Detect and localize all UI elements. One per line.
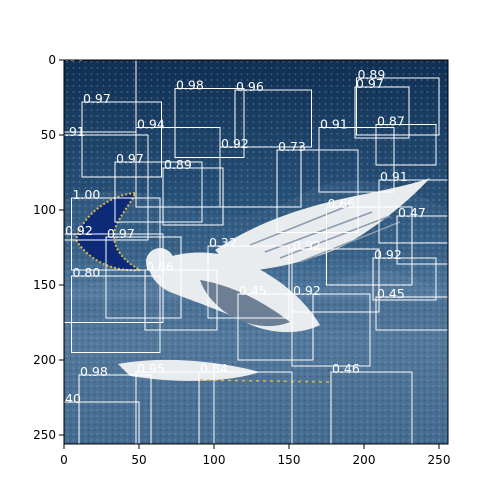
detection-score-label: .30 xyxy=(65,49,85,64)
x-tick-label: 50 xyxy=(131,453,146,467)
detection-box xyxy=(81,101,162,178)
detection-score-label: 0.92 xyxy=(65,223,93,238)
detection-score-label: 0.46 xyxy=(332,361,360,376)
detection-box xyxy=(135,371,215,444)
detection-score-label: 0.91 xyxy=(380,169,408,184)
detection-box xyxy=(237,293,314,361)
detection-score-label: .91 xyxy=(65,124,85,139)
detection-score-label: 0.97 xyxy=(107,226,135,241)
detection-box xyxy=(396,215,448,265)
x-tick-label: 100 xyxy=(203,453,226,467)
bird-reflection xyxy=(118,359,260,381)
y-tick-label: 50 xyxy=(41,128,56,142)
detection-score-label: 0.73 xyxy=(278,139,306,154)
detection-score-label: 0.92 xyxy=(293,238,321,253)
detection-score-label: 1.00 xyxy=(73,187,101,202)
detection-box xyxy=(354,86,410,139)
detection-box xyxy=(144,269,218,331)
detection-score-label: 0.97 xyxy=(356,76,384,91)
detection-box xyxy=(198,371,293,444)
detection-score-label: 0.45 xyxy=(239,283,267,298)
detection-score-label: 0.45 xyxy=(377,286,405,301)
detection-score-label: 0.80 xyxy=(73,265,101,280)
detection-boxes xyxy=(64,60,448,444)
detection-box xyxy=(375,124,437,166)
detection-score-label: 0.94 xyxy=(137,117,165,132)
y-tick-label: 200 xyxy=(33,353,56,367)
detection-box xyxy=(378,179,448,244)
detection-box xyxy=(318,127,395,193)
x-axis: 0 50 100 150 200 250 xyxy=(60,444,450,467)
detection-box xyxy=(372,257,437,301)
detection-box xyxy=(64,233,164,323)
detection-box xyxy=(219,146,302,208)
x-tick-label: 200 xyxy=(353,453,376,467)
detection-box xyxy=(330,371,413,444)
detection-score-label: 0.47 xyxy=(398,205,426,220)
x-tick-label: 250 xyxy=(428,453,451,467)
detection-box xyxy=(78,374,152,444)
detection-score-label: 0.98 xyxy=(176,78,204,93)
detection-score-label: 0.92 xyxy=(374,247,402,262)
detection-box xyxy=(71,275,161,353)
detection-box xyxy=(326,206,413,286)
detection-score-label: 0.89 xyxy=(358,67,386,82)
detection-score-label: 0.98 xyxy=(80,364,108,379)
x-tick-label: 150 xyxy=(278,453,301,467)
detection-box xyxy=(207,245,290,319)
detection-score-label: 0.97 xyxy=(116,151,144,166)
axes-frame xyxy=(63,59,449,445)
detection-labels: .300.970.98 0.960.890.97.91 0.94 0.91 0.870.… xyxy=(65,49,426,406)
detection-score-label: 0.97 xyxy=(83,91,111,106)
detection-box xyxy=(64,401,140,444)
bird-wing-left-icon xyxy=(74,191,144,272)
y-tick-label: 250 xyxy=(33,428,56,442)
detection-box xyxy=(291,293,371,367)
detection-score-label: 0.32 xyxy=(209,235,237,250)
detection-score-label: 0.92 xyxy=(221,136,249,151)
detection-score-label: 0.92 xyxy=(293,283,321,298)
ground-dashes xyxy=(199,379,331,383)
detection-box xyxy=(291,248,380,313)
y-tick-label: 150 xyxy=(33,278,56,292)
y-tick-label: 100 xyxy=(33,203,56,217)
y-tick-label: 0 xyxy=(48,53,56,67)
y-axis: 0 50 100 150 200 250 xyxy=(33,53,64,442)
detection-box xyxy=(356,77,440,136)
detection-score-label: 0.91 xyxy=(320,117,348,132)
detection-box xyxy=(105,236,182,319)
detection-box xyxy=(114,161,203,223)
x-tick-label: 0 xyxy=(60,453,68,467)
detection-box xyxy=(276,149,359,233)
detection-score-label: 0.89 xyxy=(164,157,192,172)
detection-box xyxy=(64,60,137,133)
detection-box xyxy=(174,88,245,158)
detection-box xyxy=(375,296,448,331)
detection-score-label: 40 xyxy=(65,391,81,406)
detection-score-label: 0.66 xyxy=(146,259,174,274)
bird-wing-right-icon xyxy=(215,178,430,272)
bird-shadow xyxy=(200,280,290,327)
detection-score-label: 0.84 xyxy=(200,361,228,376)
detection-box xyxy=(162,167,224,226)
detection-score-label: 0.87 xyxy=(377,114,405,129)
detection-score-label: 0.96 xyxy=(236,79,264,94)
detection-score-label: 0.95 xyxy=(137,361,165,376)
detection-score-label: 0.66 xyxy=(328,196,356,211)
